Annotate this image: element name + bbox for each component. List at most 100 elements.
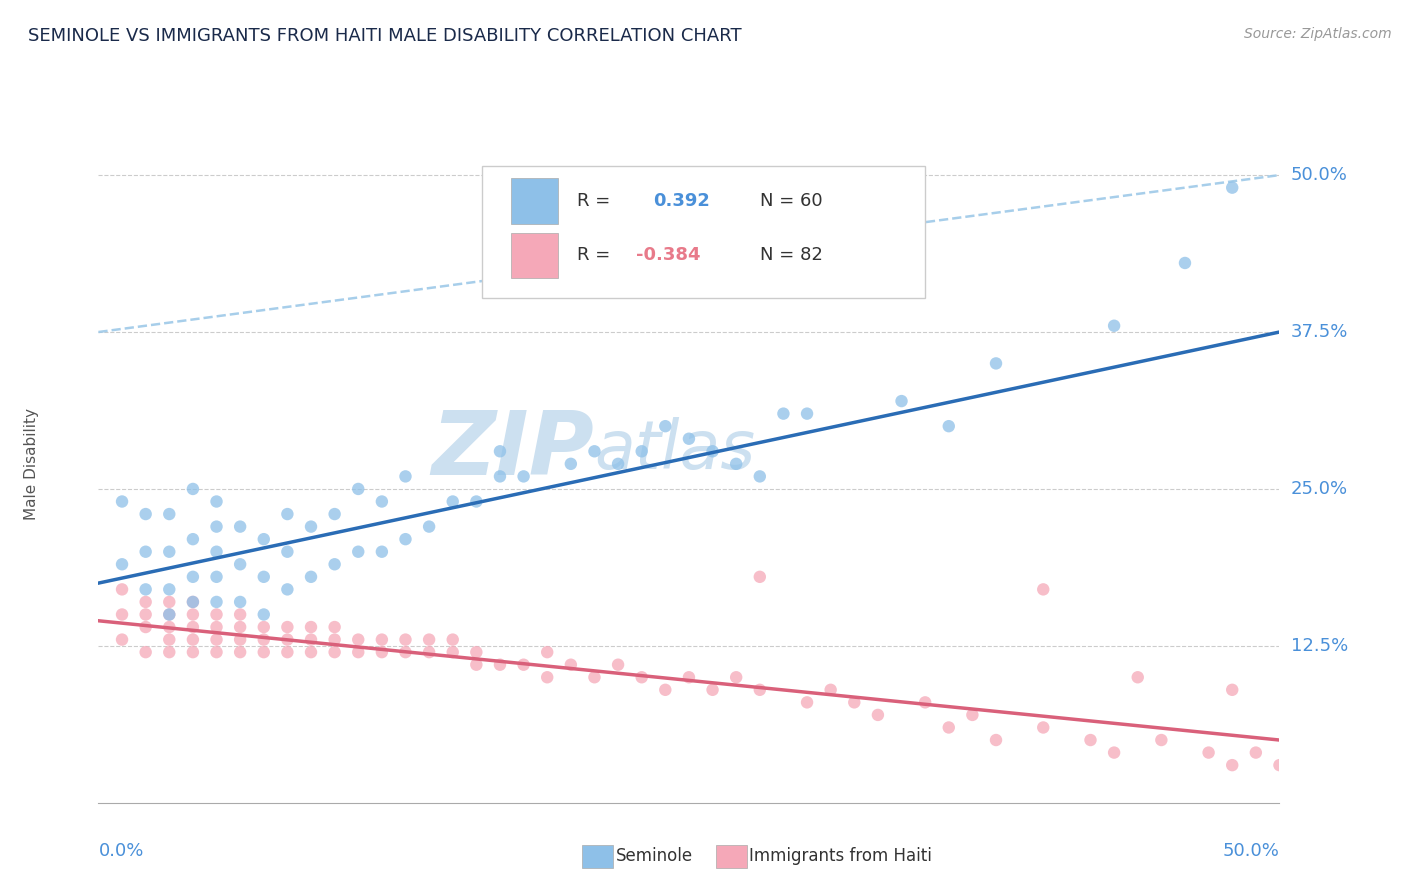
- Point: [914, 695, 936, 709]
- Point: [135, 507, 157, 521]
- Point: [748, 682, 770, 697]
- Point: [157, 545, 180, 559]
- Point: [135, 607, 157, 622]
- Text: Male Disability: Male Disability: [24, 408, 39, 520]
- Point: [1244, 746, 1267, 760]
- Point: [962, 707, 984, 722]
- Point: [205, 645, 228, 659]
- Point: [181, 607, 204, 622]
- Point: [181, 645, 204, 659]
- Text: 50.0%: 50.0%: [1223, 842, 1279, 860]
- Point: [276, 545, 298, 559]
- Point: [394, 632, 416, 647]
- Point: [489, 444, 512, 458]
- Point: [229, 645, 252, 659]
- Point: [276, 582, 298, 597]
- Point: [725, 457, 748, 471]
- Point: [1080, 733, 1102, 747]
- Point: [1150, 733, 1173, 747]
- Point: [229, 519, 252, 533]
- FancyBboxPatch shape: [510, 233, 558, 278]
- Point: [323, 507, 346, 521]
- Point: [748, 469, 770, 483]
- Point: [135, 595, 157, 609]
- Point: [536, 645, 558, 659]
- Point: [181, 632, 204, 647]
- Point: [205, 570, 228, 584]
- Point: [394, 645, 416, 659]
- Point: [347, 545, 370, 559]
- Text: 0.392: 0.392: [654, 192, 710, 210]
- Point: [205, 632, 228, 647]
- Point: [181, 595, 204, 609]
- Point: [157, 507, 180, 521]
- Text: Source: ZipAtlas.com: Source: ZipAtlas.com: [1244, 27, 1392, 41]
- Point: [1032, 582, 1054, 597]
- Point: [111, 582, 134, 597]
- Point: [725, 670, 748, 684]
- Point: [205, 620, 228, 634]
- Point: [205, 519, 228, 533]
- Point: [607, 657, 630, 672]
- Point: [394, 469, 416, 483]
- Text: 37.5%: 37.5%: [1291, 323, 1348, 341]
- Point: [205, 494, 228, 508]
- Point: [560, 457, 582, 471]
- Point: [181, 570, 204, 584]
- Point: [512, 657, 534, 672]
- Point: [371, 645, 394, 659]
- Point: [157, 607, 180, 622]
- Point: [205, 545, 228, 559]
- Point: [630, 670, 652, 684]
- Point: [371, 632, 394, 647]
- Text: SEMINOLE VS IMMIGRANTS FROM HAITI MALE DISABILITY CORRELATION CHART: SEMINOLE VS IMMIGRANTS FROM HAITI MALE D…: [28, 27, 742, 45]
- Point: [276, 645, 298, 659]
- Point: [607, 457, 630, 471]
- Point: [465, 494, 488, 508]
- Point: [418, 632, 440, 647]
- Point: [772, 407, 794, 421]
- Point: [678, 432, 700, 446]
- Point: [253, 570, 276, 584]
- Point: [1220, 180, 1243, 194]
- Point: [181, 620, 204, 634]
- Point: [276, 507, 298, 521]
- Point: [489, 469, 512, 483]
- Point: [654, 419, 676, 434]
- Point: [1102, 746, 1125, 760]
- Point: [276, 620, 298, 634]
- Point: [796, 407, 818, 421]
- Point: [1102, 318, 1125, 333]
- Point: [157, 645, 180, 659]
- Point: [418, 645, 440, 659]
- Point: [820, 682, 842, 697]
- Point: [323, 620, 346, 634]
- Point: [157, 607, 180, 622]
- Point: [157, 620, 180, 634]
- Point: [1198, 746, 1220, 760]
- Point: [253, 620, 276, 634]
- Point: [347, 632, 370, 647]
- Text: Immigrants from Haiti: Immigrants from Haiti: [749, 847, 932, 865]
- Text: atlas: atlas: [595, 417, 755, 483]
- Point: [844, 695, 866, 709]
- Point: [418, 519, 440, 533]
- Point: [583, 444, 606, 458]
- Text: R =: R =: [576, 192, 610, 210]
- Point: [253, 645, 276, 659]
- Point: [796, 695, 818, 709]
- Point: [205, 607, 228, 622]
- Point: [111, 494, 134, 508]
- Point: [253, 607, 276, 622]
- Text: Seminole: Seminole: [616, 847, 693, 865]
- Point: [276, 632, 298, 647]
- Point: [1174, 256, 1197, 270]
- Text: 12.5%: 12.5%: [1291, 637, 1348, 655]
- Point: [678, 670, 700, 684]
- Point: [630, 444, 652, 458]
- Text: N = 82: N = 82: [759, 246, 823, 264]
- Point: [938, 419, 960, 434]
- Point: [229, 595, 252, 609]
- Point: [229, 607, 252, 622]
- Point: [323, 558, 346, 572]
